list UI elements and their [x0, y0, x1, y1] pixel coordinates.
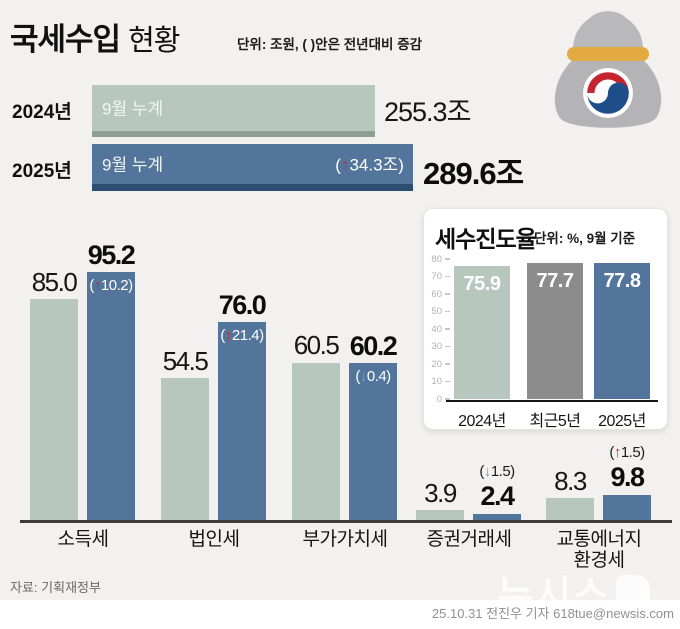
card-title: 세수진도율 [435, 226, 537, 252]
total-2025: 289.6조 [423, 156, 524, 191]
cumulative-bar-2025-label: 9월 누계 [102, 155, 164, 175]
prev-value: 3.9 [424, 477, 457, 508]
byline-credit: 25.10.31 전진우 기자 618tue@newsis.com [431, 606, 674, 621]
up-arrow-icon: ↑ [613, 444, 622, 462]
curr-value: 60.2 [349, 331, 398, 362]
newsis-watermark: 뉴시스 [497, 563, 651, 621]
category-label: 부가가치세 [302, 529, 388, 550]
money-bag-icon [554, 11, 662, 128]
chart-baseline [20, 520, 672, 523]
progress-bar-2025: 77.8 [594, 262, 650, 399]
change-badge: (↓1.5) [479, 463, 515, 481]
newsis-logo-mark [616, 575, 651, 609]
inset-x-label: 2025년 [598, 413, 646, 430]
cumulative-bar-2024: 9월 누계 [92, 85, 375, 137]
category-label: 증권거래세 [426, 529, 512, 550]
bar-2024 [30, 299, 78, 520]
down-arrow-icon: ↓ [483, 463, 492, 481]
tax-items-chart: 85.0 95.2 (↑10.2) 소득세 54.5 76.0 (↑21.4) [20, 240, 672, 571]
total-change-badge: (↑34.3조) [335, 155, 404, 175]
year-label-2024: 2024년 [12, 102, 72, 123]
category-label: 교통에너지 환경세 [556, 529, 642, 571]
card-unit-note: 단위: %, 9월 기준 [534, 231, 636, 246]
bar-2024 [161, 378, 209, 520]
progress-bar-2024: 75.9 [454, 266, 510, 399]
category-label: 소득세 [57, 529, 109, 550]
cumulative-bar-2025: 9월 누계 (↑34.3조) [92, 144, 413, 191]
unit-note: 단위: 조원, ( )안은 전년대비 증감 [237, 37, 423, 52]
bar-2025: (↑10.2) [87, 272, 135, 520]
y-axis-ticks: 80 70 60 50 40 30 20 10 0 [426, 253, 450, 405]
change-badge: (↑1.5) [609, 444, 645, 462]
up-arrow-icon: ↑ [340, 155, 350, 175]
prev-value: 60.5 [293, 330, 340, 361]
bar-2025: (↓0.4) [349, 363, 397, 520]
change-badge: (↓0.4) [355, 368, 391, 386]
cumulative-bar-2024-label: 9월 누계 [102, 99, 164, 119]
year-label-2025: 2025년 [12, 161, 72, 182]
curr-value: 9.8 [610, 462, 645, 493]
inset-baseline [446, 399, 658, 402]
bar-2025 [603, 494, 651, 520]
category-label: 법인세 [188, 529, 240, 550]
bar-2024 [292, 362, 340, 520]
up-arrow-icon: ↑ [93, 277, 102, 295]
curr-value: 2.4 [480, 481, 515, 512]
change-badge: (↑10.2) [89, 277, 133, 295]
page-title: 국세수입 현황 [10, 14, 180, 59]
total-2024: 255.3조 [384, 97, 471, 127]
page-title-main: 국세수입 [10, 22, 121, 57]
source-note: 자료: 기획재정부 [10, 580, 101, 595]
prev-value: 54.5 [162, 346, 209, 377]
down-arrow-icon: ↓ [359, 368, 368, 386]
curr-value: 76.0 [218, 290, 267, 321]
bar-2024 [546, 498, 594, 520]
change-badge: (↑21.4) [220, 327, 264, 345]
inset-x-label: 최근5년 [529, 413, 581, 430]
progress-bar-5yr-avg: 77.7 [527, 263, 583, 399]
page-title-suffix: 현황 [128, 25, 180, 57]
prev-value: 85.0 [31, 266, 78, 297]
bar-2025 [473, 513, 521, 520]
prev-value: 8.3 [554, 466, 587, 497]
korea-gov-emblem-icon [583, 68, 633, 118]
up-arrow-icon: ↑ [224, 327, 233, 345]
curr-value: 95.2 [87, 240, 136, 271]
bar-2024 [416, 509, 464, 520]
bar-2025: (↑21.4) [218, 322, 266, 520]
progress-rate-card: 세수진도율 단위: %, 9월 기준 80 70 60 50 40 30 20 … [423, 208, 668, 430]
inset-x-label: 2024년 [458, 413, 506, 430]
